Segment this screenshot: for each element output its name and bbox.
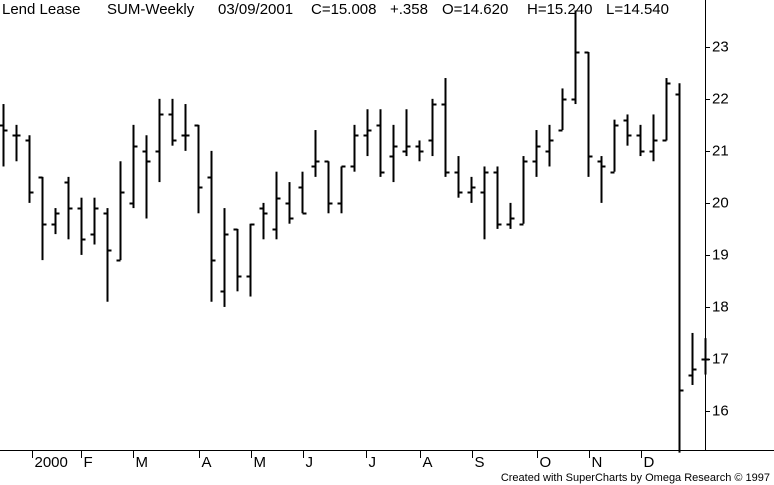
x-tick-label: J [306, 454, 314, 471]
header-item: C=15.008 [311, 1, 376, 18]
x-tick-label: A [202, 454, 212, 471]
x-tick-label: O [540, 454, 552, 471]
y-tick-label: 20 [712, 194, 729, 211]
header-item: +.358 [390, 1, 428, 18]
y-tick-label: 18 [712, 298, 729, 315]
x-tick-label: D [644, 454, 655, 471]
chart-title: Lend Lease [2, 1, 80, 18]
x-tick-label: S [475, 454, 485, 471]
y-tick-label: 19 [712, 246, 729, 263]
y-tick-label: 21 [712, 142, 729, 159]
y-tick-label: 16 [712, 402, 729, 419]
y-tick-label: 17 [712, 350, 729, 367]
x-tick-label: M [136, 454, 149, 471]
x-tick-label: 2000 [35, 454, 68, 471]
x-tick-label: M [254, 454, 267, 471]
x-tick-label: F [84, 454, 93, 471]
header-item: SUM-Weekly [107, 1, 195, 18]
x-tick-label: N [592, 454, 603, 471]
x-tick-label: A [423, 454, 433, 471]
y-tick-label: 23 [712, 38, 729, 55]
header-item: 03/09/2001 [218, 1, 293, 18]
header-item: H=15.240 [527, 1, 592, 18]
y-tick-label: 22 [712, 90, 729, 107]
header-item: L=14.540 [606, 1, 669, 18]
footer: Created with SuperCharts by Omega Resear… [501, 472, 770, 484]
x-tick-label: J [369, 454, 377, 471]
header-item: O=14.620 [442, 1, 508, 18]
